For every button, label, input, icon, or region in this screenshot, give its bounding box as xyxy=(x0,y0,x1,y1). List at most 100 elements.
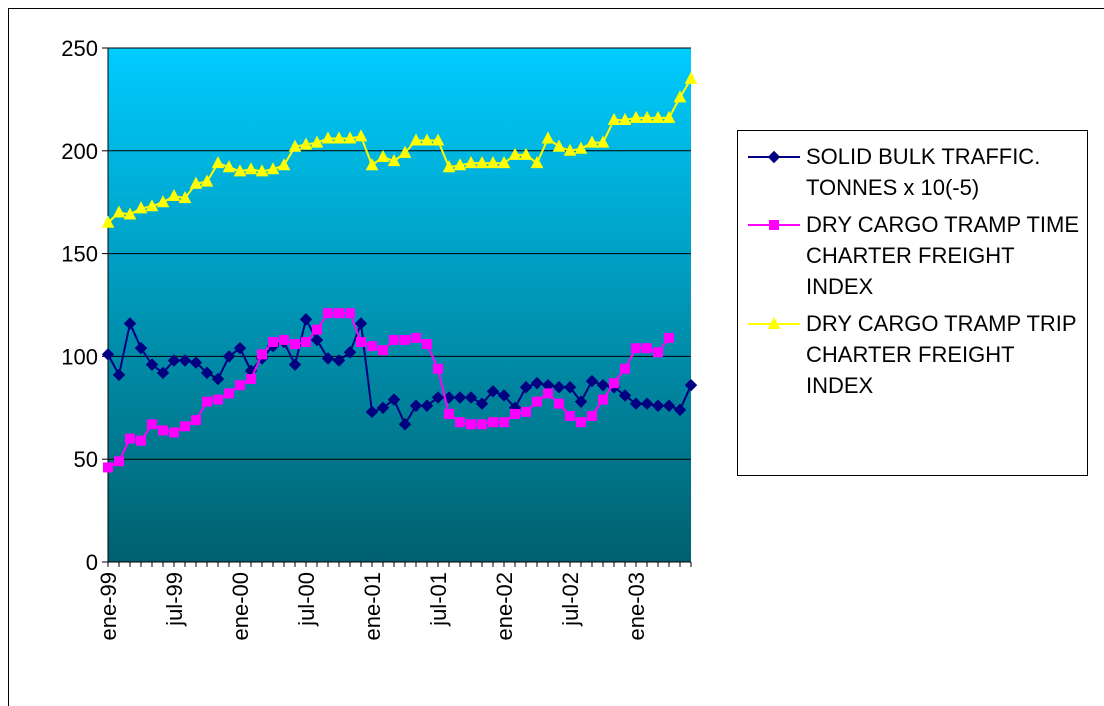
marker xyxy=(420,133,434,146)
marker xyxy=(640,110,654,123)
marker xyxy=(246,374,256,385)
marker xyxy=(673,403,687,417)
marker xyxy=(585,135,599,148)
marker xyxy=(156,195,170,208)
marker xyxy=(389,334,399,345)
marker xyxy=(585,374,599,388)
marker xyxy=(486,385,500,398)
marker xyxy=(475,397,489,410)
marker xyxy=(387,393,401,406)
marker xyxy=(684,378,698,392)
marker xyxy=(400,334,410,345)
marker xyxy=(464,391,478,404)
marker xyxy=(323,308,333,319)
marker xyxy=(156,366,170,380)
marker xyxy=(543,388,553,399)
marker xyxy=(365,405,379,419)
legend-swatch xyxy=(748,316,800,329)
marker xyxy=(475,156,489,169)
x-tick-label: jul-02 xyxy=(558,572,583,627)
y-tick-label: 50 xyxy=(74,447,98,472)
marker xyxy=(422,339,432,350)
marker xyxy=(607,112,621,125)
x-tick-label: ene-99 xyxy=(96,572,121,641)
x-tick-label: ene-02 xyxy=(492,572,517,641)
marker xyxy=(521,406,531,417)
marker xyxy=(354,317,368,330)
marker xyxy=(255,164,269,177)
marker xyxy=(477,419,487,430)
marker xyxy=(431,133,445,146)
marker xyxy=(565,411,575,422)
marker xyxy=(620,363,630,374)
marker xyxy=(662,110,676,123)
marker xyxy=(563,381,577,394)
marker xyxy=(200,366,214,380)
marker xyxy=(587,411,597,422)
marker xyxy=(420,399,434,412)
marker xyxy=(442,160,456,173)
y-tick-label: 150 xyxy=(61,242,98,267)
marker xyxy=(486,156,500,169)
legend-swatch xyxy=(748,220,800,230)
marker xyxy=(767,150,781,164)
marker xyxy=(631,343,641,354)
marker xyxy=(125,433,135,444)
marker xyxy=(334,308,344,319)
legend-label: DRY CARGO TRAMP TRIP CHARTER FREIGHT IND… xyxy=(806,311,1077,398)
marker xyxy=(114,456,124,467)
marker xyxy=(598,394,608,405)
marker xyxy=(508,147,522,160)
legend-item: DRY CARGO TRAMP TRIP CHARTER FREIGHT IND… xyxy=(746,308,1081,401)
marker xyxy=(345,308,355,319)
marker xyxy=(664,332,674,343)
marker xyxy=(497,389,511,402)
marker xyxy=(640,397,654,410)
marker xyxy=(123,317,137,330)
marker xyxy=(684,71,698,84)
legend: SOLID BULK TRAFFIC. TONNES x 10(-5) DRY C… xyxy=(737,130,1088,476)
chart-frame xyxy=(8,8,1104,706)
marker xyxy=(191,415,201,426)
marker xyxy=(499,417,509,428)
marker xyxy=(433,363,443,374)
marker xyxy=(233,164,247,177)
marker xyxy=(552,139,566,152)
marker xyxy=(134,341,148,355)
marker xyxy=(609,378,619,389)
marker xyxy=(213,394,223,405)
marker xyxy=(662,399,676,412)
marker xyxy=(167,354,181,367)
marker xyxy=(552,381,566,394)
marker xyxy=(257,349,267,360)
marker xyxy=(301,337,311,348)
marker xyxy=(180,421,190,432)
marker xyxy=(576,417,586,428)
y-tick-label: 100 xyxy=(61,344,98,369)
marker xyxy=(574,141,588,154)
marker xyxy=(596,135,610,148)
marker xyxy=(288,358,302,371)
marker xyxy=(618,389,632,402)
marker xyxy=(222,350,236,363)
marker xyxy=(233,341,247,355)
legend-swatch xyxy=(748,150,800,164)
marker xyxy=(398,418,412,431)
marker xyxy=(277,158,291,171)
plot-area xyxy=(108,48,691,562)
legend-label: SOLID BULK TRAFFIC. TONNES x 10(-5) xyxy=(806,144,1041,200)
marker xyxy=(673,90,687,103)
marker xyxy=(288,139,302,152)
marker xyxy=(541,131,555,144)
legend-item: DRY CARGO TRAMP TIME CHARTER FREIGHT IND… xyxy=(746,209,1081,302)
marker xyxy=(134,201,148,214)
marker xyxy=(596,378,610,392)
marker xyxy=(343,346,357,359)
marker xyxy=(767,316,781,329)
marker xyxy=(642,343,652,354)
marker xyxy=(651,110,665,123)
marker xyxy=(312,324,322,335)
marker xyxy=(367,341,377,352)
marker xyxy=(178,354,192,367)
